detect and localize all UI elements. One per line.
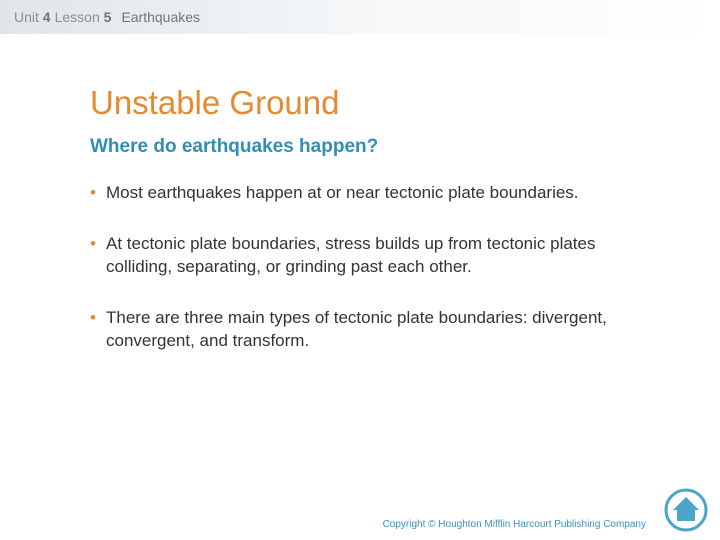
list-item: Most earthquakes happen at or near tecto… bbox=[90, 182, 650, 205]
unit-number: 4 bbox=[43, 9, 51, 25]
home-icon[interactable] bbox=[662, 486, 710, 534]
list-item: There are three main types of tectonic p… bbox=[90, 307, 650, 353]
bullet-list: Most earthquakes happen at or near tecto… bbox=[90, 182, 650, 353]
header-topic: Earthquakes bbox=[121, 9, 200, 25]
content-area: Unstable Ground Where do earthquakes hap… bbox=[0, 34, 720, 353]
main-title: Unstable Ground bbox=[90, 84, 650, 122]
header-bar: Unit 4 Lesson 5 Earthquakes bbox=[0, 0, 720, 34]
list-item: At tectonic plate boundaries, stress bui… bbox=[90, 233, 650, 279]
copyright-text: Copyright © Houghton Mifflin Harcourt Pu… bbox=[383, 519, 646, 530]
lesson-label: Lesson bbox=[55, 9, 100, 25]
sub-title: Where do earthquakes happen? bbox=[90, 136, 650, 158]
unit-label: Unit bbox=[14, 9, 39, 25]
lesson-number: 5 bbox=[104, 9, 112, 25]
